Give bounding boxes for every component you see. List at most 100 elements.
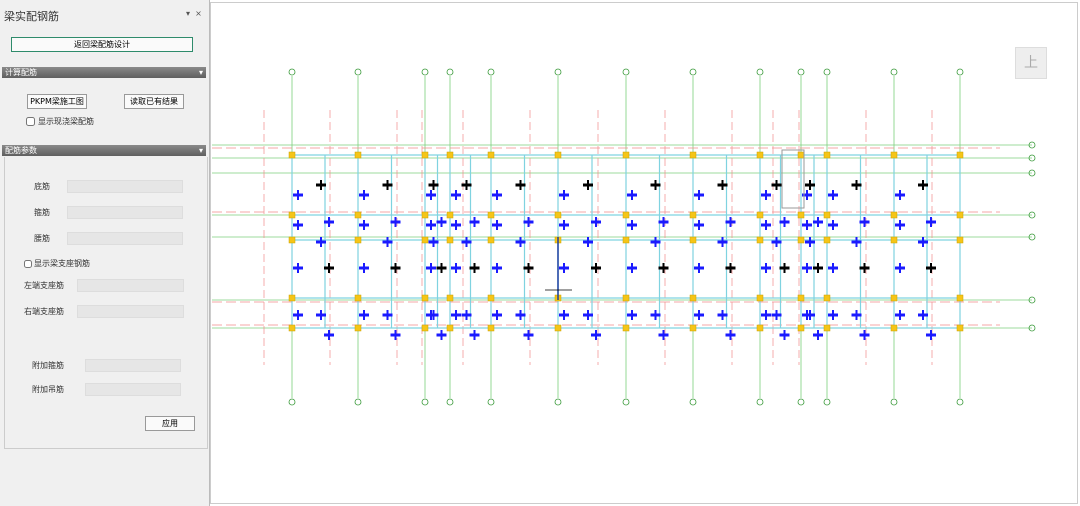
rebar-mark — [926, 333, 936, 337]
axis-bubble — [1028, 233, 1036, 241]
pkpm-button[interactable]: PKPM梁施工图 — [27, 94, 87, 109]
axis-bubble — [354, 398, 362, 406]
column — [554, 324, 562, 332]
axis-bubble — [890, 68, 898, 76]
checkbox[interactable] — [24, 259, 32, 268]
rebar-mark — [316, 183, 326, 187]
rebar-mark — [461, 240, 472, 244]
rebar-mark — [761, 313, 771, 317]
rebar-mark — [316, 240, 326, 244]
field-input[interactable] — [85, 383, 181, 396]
column — [797, 294, 805, 302]
rebar-mark — [515, 183, 526, 187]
rebar-mark — [627, 313, 637, 317]
column — [622, 294, 630, 302]
rebar-mark — [359, 223, 369, 227]
checkbox-row: 显示梁支座钢筋 — [24, 258, 90, 269]
rebar-mark — [802, 193, 812, 197]
rebar-mark — [658, 266, 669, 270]
rebar-mark — [515, 313, 526, 317]
column — [756, 294, 764, 302]
axis-bubble — [622, 398, 630, 406]
axis-bubble — [956, 68, 964, 76]
column — [354, 211, 362, 219]
axis-bubble — [1028, 154, 1036, 162]
rebar-mark — [859, 266, 870, 270]
field-input[interactable] — [85, 359, 181, 372]
rebar-mark — [426, 313, 436, 317]
column — [956, 324, 964, 332]
cad-drawing — [212, 68, 1036, 406]
rebar-mark — [895, 223, 905, 227]
panel-controls[interactable]: ▾ × — [186, 9, 202, 18]
column — [890, 151, 898, 159]
rebar-mark — [802, 223, 812, 227]
column — [689, 324, 697, 332]
apply-button[interactable]: 应用 — [145, 416, 195, 431]
view-cube[interactable]: 上 — [1015, 47, 1047, 79]
axis-bubble — [554, 398, 562, 406]
field-input[interactable] — [77, 279, 184, 292]
column — [421, 294, 429, 302]
read-button[interactable]: 读取已有结果 — [124, 94, 184, 109]
rebar-mark — [805, 183, 815, 187]
checkbox-row: 显示现浇梁配筋 — [26, 116, 94, 127]
column — [354, 324, 362, 332]
rebar-mark — [523, 333, 534, 337]
section-header: 配筋参数 ▾ — [2, 145, 206, 156]
rebar-mark — [859, 220, 870, 224]
rebar-mark — [426, 223, 436, 227]
rebar-mark — [926, 220, 936, 224]
rebar-mark — [523, 266, 534, 270]
column — [756, 236, 764, 244]
field-input[interactable] — [67, 180, 183, 193]
checkbox[interactable] — [26, 117, 35, 126]
rebar-mark — [492, 223, 502, 227]
column — [487, 236, 495, 244]
side-panel: 梁实配钢筋 ▾ × 返回梁配筋设计 计算配筋 ▾ PKPM梁施工图 读取已有结果 … — [0, 0, 210, 506]
column — [823, 324, 831, 332]
axis-bubble — [487, 398, 495, 406]
column — [890, 211, 898, 219]
rebar-mark — [802, 266, 812, 270]
section-title: 配筋参数 — [5, 146, 37, 155]
rebar-mark — [469, 266, 480, 270]
rebar-mark — [779, 220, 790, 224]
field-label: 附加箍筋 — [32, 361, 64, 370]
column — [622, 151, 630, 159]
rebar-mark — [469, 220, 480, 224]
rebar-mark — [324, 220, 334, 224]
rebar-mark — [390, 333, 401, 337]
column — [622, 211, 630, 219]
column — [689, 211, 697, 219]
rebar-mark — [359, 266, 369, 270]
back-button[interactable]: 返回梁配筋设计 — [11, 37, 193, 52]
cad-viewport[interactable]: 上 — [210, 2, 1078, 504]
field-input[interactable] — [67, 206, 183, 219]
field-label: 底筋 — [34, 182, 50, 191]
column — [354, 151, 362, 159]
rebar-mark — [725, 220, 736, 224]
rebar-mark — [428, 240, 439, 244]
axis-bubble — [797, 68, 805, 76]
rebar-mark — [492, 266, 502, 270]
rebar-mark — [426, 266, 436, 270]
section-header: 计算配筋 ▾ — [2, 67, 206, 78]
field-input[interactable] — [77, 305, 184, 318]
column — [890, 324, 898, 332]
axis-bubble — [1028, 211, 1036, 219]
field-input[interactable] — [67, 232, 183, 245]
rebar-mark — [324, 333, 334, 337]
axis-bubble — [823, 398, 831, 406]
rebar-mark — [926, 266, 936, 270]
rebar-mark — [451, 193, 461, 197]
axis-bubble — [1028, 296, 1036, 304]
rebar-mark — [779, 266, 790, 270]
column — [622, 324, 630, 332]
column — [354, 236, 362, 244]
rebar-mark — [650, 313, 661, 317]
rebar-mark — [658, 333, 669, 337]
rebar-mark — [523, 220, 534, 224]
axis-bubble — [1028, 169, 1036, 177]
rebar-mark — [918, 183, 928, 187]
